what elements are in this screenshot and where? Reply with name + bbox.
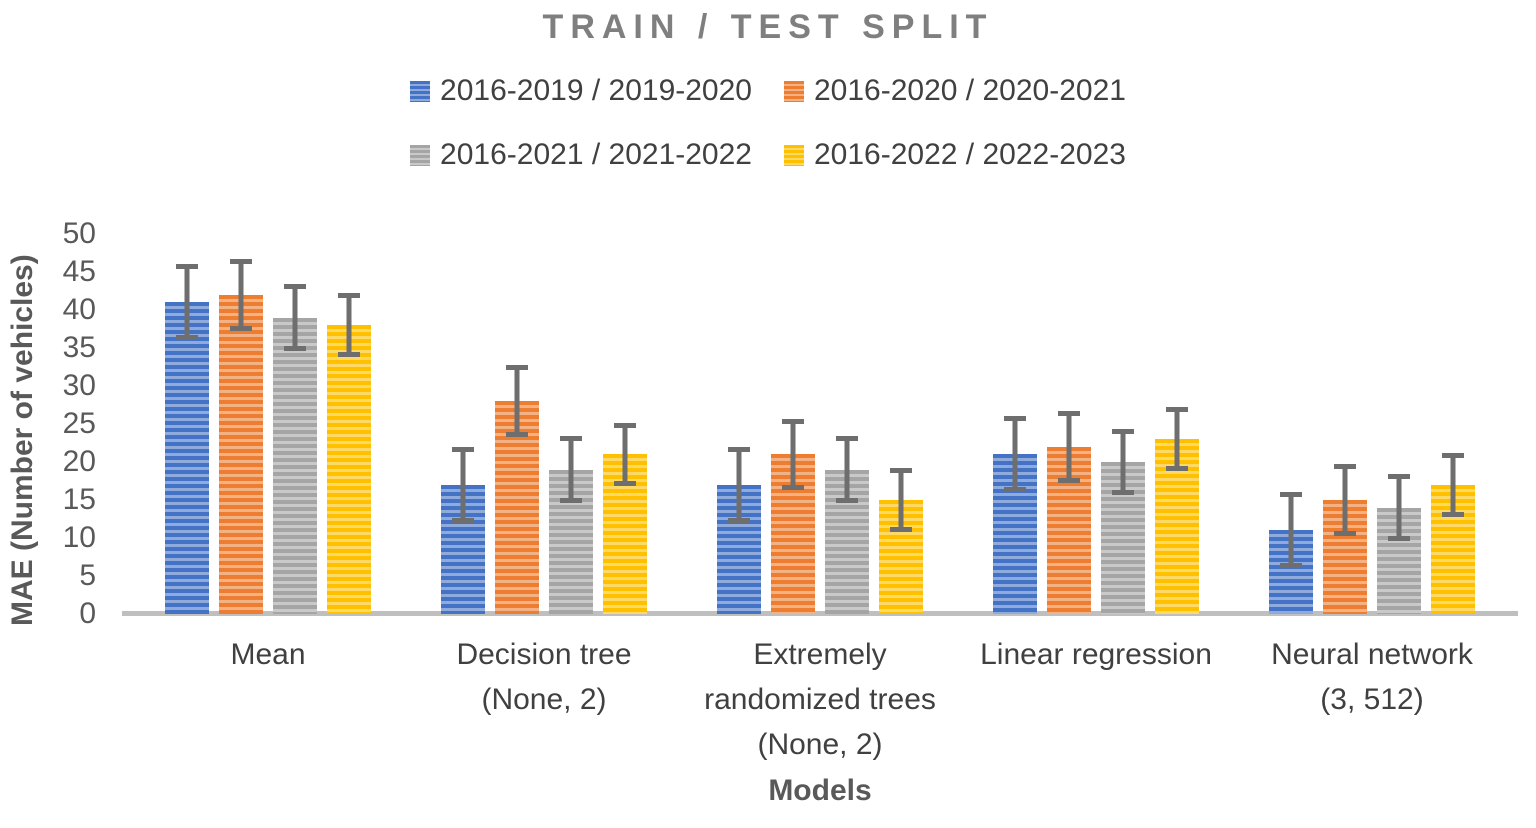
legend-swatch-icon — [784, 80, 804, 102]
chart-title: TRAIN / TEST SPLIT — [542, 8, 994, 46]
error-bar — [284, 284, 306, 352]
error-bar — [1280, 492, 1302, 569]
legend: 2016-2019 / 2019-2020 2016-2020 / 2020-20… — [0, 74, 1536, 172]
y-tick-label: 25 — [62, 407, 96, 440]
legend-swatch-icon — [784, 144, 804, 166]
legend-label: 2016-2022 / 2022-2023 — [814, 138, 1126, 171]
error-bar — [230, 259, 252, 331]
error-bar — [1388, 474, 1410, 542]
error-bar-line — [238, 259, 244, 331]
y-tick-label: 0 — [79, 597, 96, 630]
bar — [273, 317, 317, 614]
bar — [327, 325, 371, 614]
error-bar — [1442, 452, 1464, 517]
error-bar — [1004, 416, 1026, 493]
error-bar — [1058, 411, 1080, 483]
error-bar-line — [1450, 452, 1456, 517]
y-tick-label: 15 — [62, 483, 96, 516]
y-tick-label: 50 — [62, 217, 96, 250]
error-bar-line — [1174, 407, 1180, 472]
y-tick-label: 10 — [62, 521, 96, 554]
y-tick-label: 45 — [62, 255, 96, 288]
error-bar-line — [898, 468, 904, 532]
error-bar — [1112, 428, 1134, 496]
error-bar-line — [1342, 464, 1348, 536]
error-bar-line — [622, 422, 628, 487]
error-bar-line — [1066, 411, 1072, 483]
y-tick-label: 20 — [62, 445, 96, 478]
legend-row: 2016-2021 / 2021-2022 2016-2022 / 2022-20… — [410, 138, 1126, 172]
x-category-label: Extremely randomized trees (None, 2) — [704, 638, 936, 761]
error-bar-line — [292, 284, 298, 352]
legend-item: 2016-2021 / 2021-2022 — [410, 138, 752, 172]
legend-swatch-icon — [410, 144, 431, 166]
error-bar-line — [790, 418, 796, 491]
error-bar — [1166, 407, 1188, 472]
error-bar-line — [1120, 428, 1126, 496]
y-tick-label: 35 — [62, 331, 96, 364]
error-bar — [890, 468, 912, 532]
error-bar — [614, 422, 636, 487]
legend-item: 2016-2022 / 2022-2023 — [784, 138, 1126, 172]
error-bar-line — [844, 436, 850, 504]
x-category-label: Decision tree (None, 2) — [456, 638, 632, 716]
error-bar — [452, 446, 474, 523]
x-axis-line — [122, 611, 1518, 616]
plot-area — [130, 234, 1510, 614]
legend-item: 2016-2019 / 2019-2020 — [410, 74, 752, 108]
x-category-label: Neural network (3, 512) — [1271, 638, 1473, 716]
y-tick-label: 40 — [62, 293, 96, 326]
error-bar — [728, 446, 750, 523]
legend-label: 2016-2021 / 2021-2022 — [440, 138, 752, 171]
error-bar-line — [184, 264, 190, 341]
error-bar — [560, 436, 582, 504]
x-category-label: Mean — [230, 638, 306, 671]
bar — [219, 294, 263, 614]
legend-item: 2016-2020 / 2020-2021 — [784, 74, 1126, 108]
error-bar-line — [736, 446, 742, 523]
legend-label: 2016-2020 / 2020-2021 — [814, 74, 1126, 107]
error-bar-line — [460, 446, 466, 523]
error-bar — [176, 264, 198, 341]
error-bar-line — [568, 436, 574, 504]
error-bar — [506, 365, 528, 437]
legend-swatch-icon — [410, 80, 431, 102]
x-axis-title: Models — [768, 774, 872, 807]
error-bar-line — [1396, 474, 1402, 542]
legend-row: 2016-2019 / 2019-2020 2016-2020 / 2020-20… — [410, 74, 1126, 108]
error-bar — [782, 418, 804, 491]
y-tick-label: 30 — [62, 369, 96, 402]
error-bar — [836, 436, 858, 504]
error-bar-line — [346, 293, 352, 358]
error-bar — [338, 293, 360, 358]
error-bar — [1334, 464, 1356, 536]
bar — [165, 302, 209, 614]
x-category-label: Linear regression — [980, 638, 1212, 671]
y-tick-label: 5 — [79, 559, 96, 592]
error-bar-line — [1288, 492, 1294, 569]
error-bar-line — [514, 365, 520, 437]
legend-label: 2016-2019 / 2019-2020 — [440, 74, 752, 107]
error-bar-line — [1012, 416, 1018, 493]
